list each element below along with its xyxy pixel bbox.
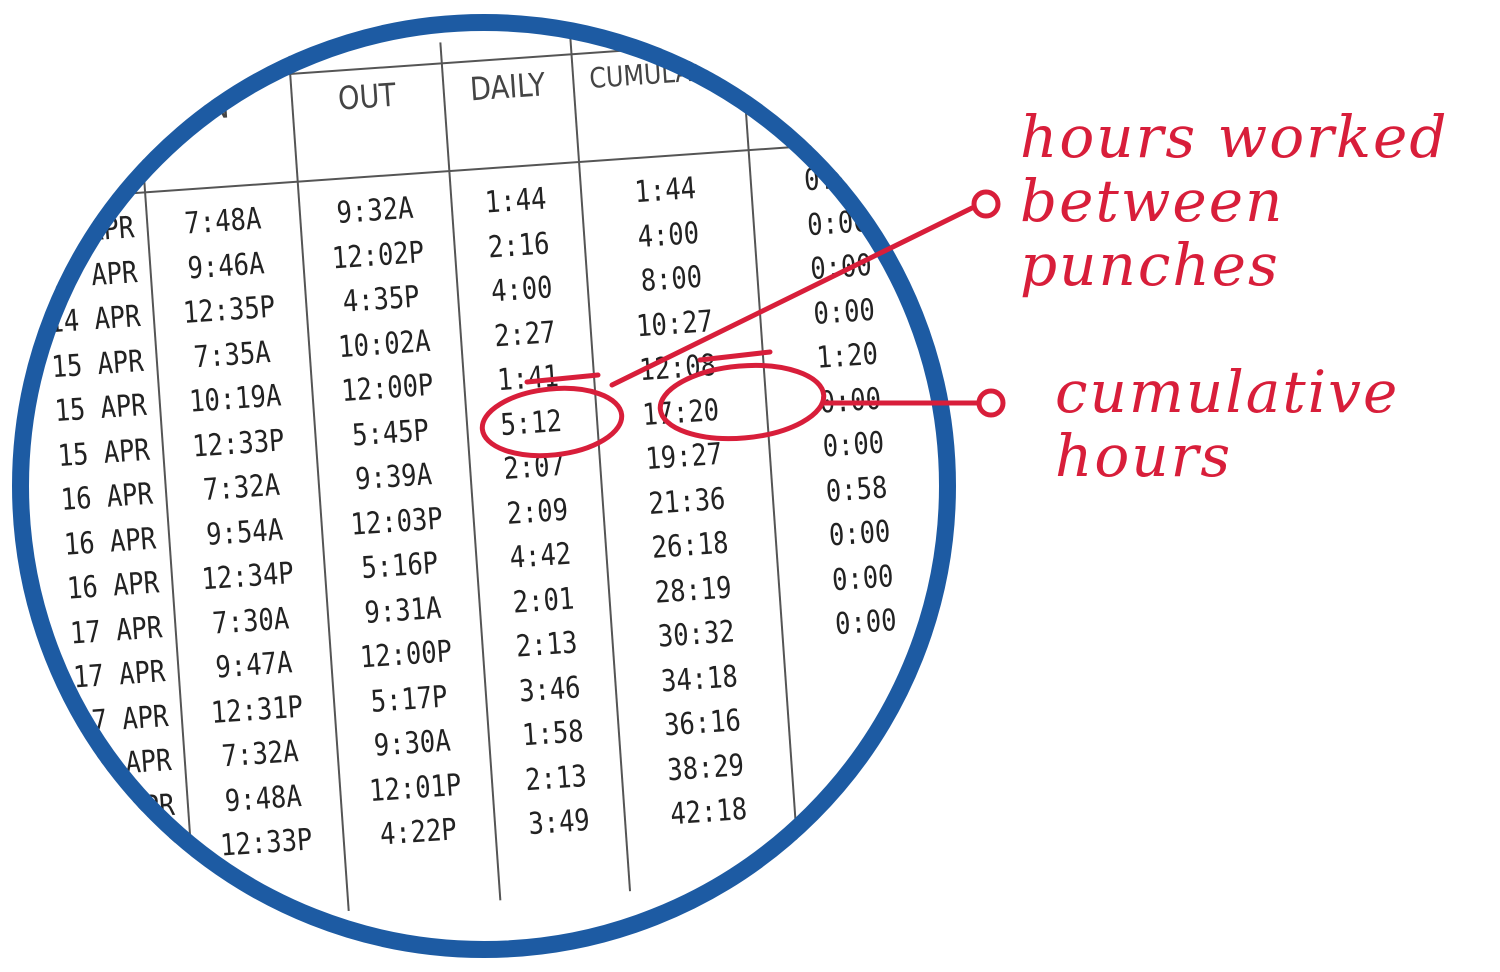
cumulative-highlight-ellipse: [657, 362, 827, 442]
cumulative-annotation-line: hours: [1055, 422, 1233, 490]
daily-highlight-ellipse: [479, 385, 625, 459]
cumulative-annotation: cumulative hours: [1055, 360, 1399, 488]
daily-leader-endpoint: [971, 189, 1001, 219]
cumulative-annotation-line: cumulative: [1055, 358, 1400, 426]
cumulative-leader-endpoint: [976, 388, 1006, 418]
daily-annotation: hours worked between punches: [1020, 105, 1448, 297]
daily-annotation-line: hours worked: [1020, 103, 1449, 171]
cumulative-highlight-tick: [697, 349, 773, 363]
daily-leader-line: [609, 205, 975, 388]
daily-annotation-line: between: [1020, 167, 1285, 235]
daily-highlight-tick: [524, 372, 601, 385]
daily-annotation-line: punches: [1020, 231, 1280, 299]
